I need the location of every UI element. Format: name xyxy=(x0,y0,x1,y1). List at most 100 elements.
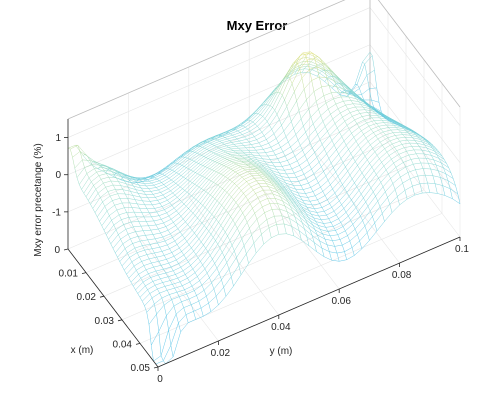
mesh-segment xyxy=(333,158,342,168)
mesh-segment xyxy=(129,202,133,208)
mesh-segment xyxy=(174,201,182,209)
mesh-segment xyxy=(127,233,131,239)
mesh-segment xyxy=(233,126,237,130)
mesh-segment xyxy=(234,156,237,159)
mesh-segment xyxy=(315,195,318,200)
mesh-segment xyxy=(314,208,317,213)
mesh-segment xyxy=(128,231,136,235)
mesh-segment xyxy=(405,163,414,168)
mesh-segment xyxy=(346,93,355,97)
mesh-segment xyxy=(232,166,241,171)
mesh-segment xyxy=(422,141,425,146)
mesh-segment xyxy=(318,162,322,167)
mesh-segment xyxy=(311,169,315,174)
mesh-segment xyxy=(151,345,154,362)
mesh-segment xyxy=(239,155,248,157)
mesh-segment xyxy=(218,147,222,150)
mesh-segment xyxy=(344,121,348,126)
mesh-segment xyxy=(348,196,352,201)
mesh-segment xyxy=(106,234,109,240)
mesh-segment xyxy=(217,162,220,164)
mesh-segment xyxy=(384,148,388,153)
mesh-segment xyxy=(167,194,176,201)
mesh-segment xyxy=(405,166,409,173)
mesh-segment xyxy=(112,239,121,249)
mesh-segment xyxy=(301,206,305,211)
mesh-segment xyxy=(368,88,372,101)
mesh-segment xyxy=(343,153,351,163)
mesh-segment xyxy=(248,113,257,121)
mesh-segment xyxy=(134,179,137,183)
mesh-segment xyxy=(390,178,394,184)
mesh-segment xyxy=(307,53,316,58)
mesh-segment xyxy=(367,206,371,212)
mesh-segment xyxy=(382,140,391,146)
mesh-segment xyxy=(236,136,245,140)
mesh-segment xyxy=(245,121,254,128)
mesh-segment xyxy=(254,132,263,137)
mesh-segment xyxy=(357,225,366,235)
mesh-segment xyxy=(423,153,427,159)
mesh-segment xyxy=(244,175,252,180)
mesh-segment xyxy=(229,240,233,246)
mesh-segment xyxy=(429,144,433,149)
mesh-segment xyxy=(155,222,164,226)
mesh-segment xyxy=(314,242,317,252)
mesh-segment xyxy=(281,190,289,198)
mesh-segment xyxy=(309,201,313,206)
mesh-segment xyxy=(194,175,203,185)
mesh-segment xyxy=(288,197,292,201)
mesh-segment xyxy=(348,96,357,100)
mesh-segment xyxy=(295,59,299,65)
mesh-segment xyxy=(173,301,182,307)
mesh-segment xyxy=(303,125,306,133)
mesh-segment xyxy=(201,222,205,226)
mesh-segment xyxy=(426,147,435,152)
mesh-segment xyxy=(109,209,117,216)
mesh-segment xyxy=(352,224,356,230)
mesh-segment xyxy=(149,288,158,294)
mesh-segment xyxy=(390,118,394,120)
mesh-segment xyxy=(311,214,314,219)
mesh-segment xyxy=(117,257,120,262)
mesh-segment xyxy=(388,117,392,119)
mesh-segment xyxy=(129,257,132,262)
mesh-segment xyxy=(181,244,190,252)
mesh-segment xyxy=(261,164,265,168)
mesh-segment xyxy=(123,179,127,184)
mesh-segment xyxy=(296,100,300,111)
mesh-segment xyxy=(432,145,436,148)
mesh-segment xyxy=(303,116,312,127)
mesh-segment xyxy=(211,214,215,217)
mesh-segment xyxy=(245,168,253,171)
mesh-segment xyxy=(178,296,182,302)
mesh-segment xyxy=(356,119,365,124)
mesh-segment xyxy=(105,172,114,177)
mesh-segment xyxy=(191,238,200,249)
mesh-segment xyxy=(288,67,291,72)
mesh-segment xyxy=(121,217,129,220)
mesh-segment xyxy=(185,268,193,275)
mesh-segment xyxy=(245,189,254,197)
mesh-segment xyxy=(362,106,371,110)
mesh-segment xyxy=(130,178,139,180)
mesh-segment xyxy=(204,144,213,149)
mesh-segment xyxy=(322,121,326,127)
mesh-segment xyxy=(318,225,326,228)
mesh-segment xyxy=(109,168,112,172)
mesh-segment xyxy=(327,192,335,200)
mesh-segment xyxy=(176,210,179,214)
mesh-segment xyxy=(85,196,89,201)
mesh-segment xyxy=(99,164,108,167)
mesh-segment xyxy=(188,208,191,211)
mesh-segment xyxy=(170,219,174,223)
mesh-segment xyxy=(300,118,304,127)
mesh-segment xyxy=(81,177,90,190)
mesh-segment xyxy=(441,162,449,168)
mesh-segment xyxy=(195,316,204,320)
mesh-segment xyxy=(289,194,298,201)
mesh-segment xyxy=(372,206,381,217)
mesh-segment xyxy=(337,108,341,114)
mesh-segment xyxy=(366,120,375,124)
mesh-segment xyxy=(114,205,118,211)
